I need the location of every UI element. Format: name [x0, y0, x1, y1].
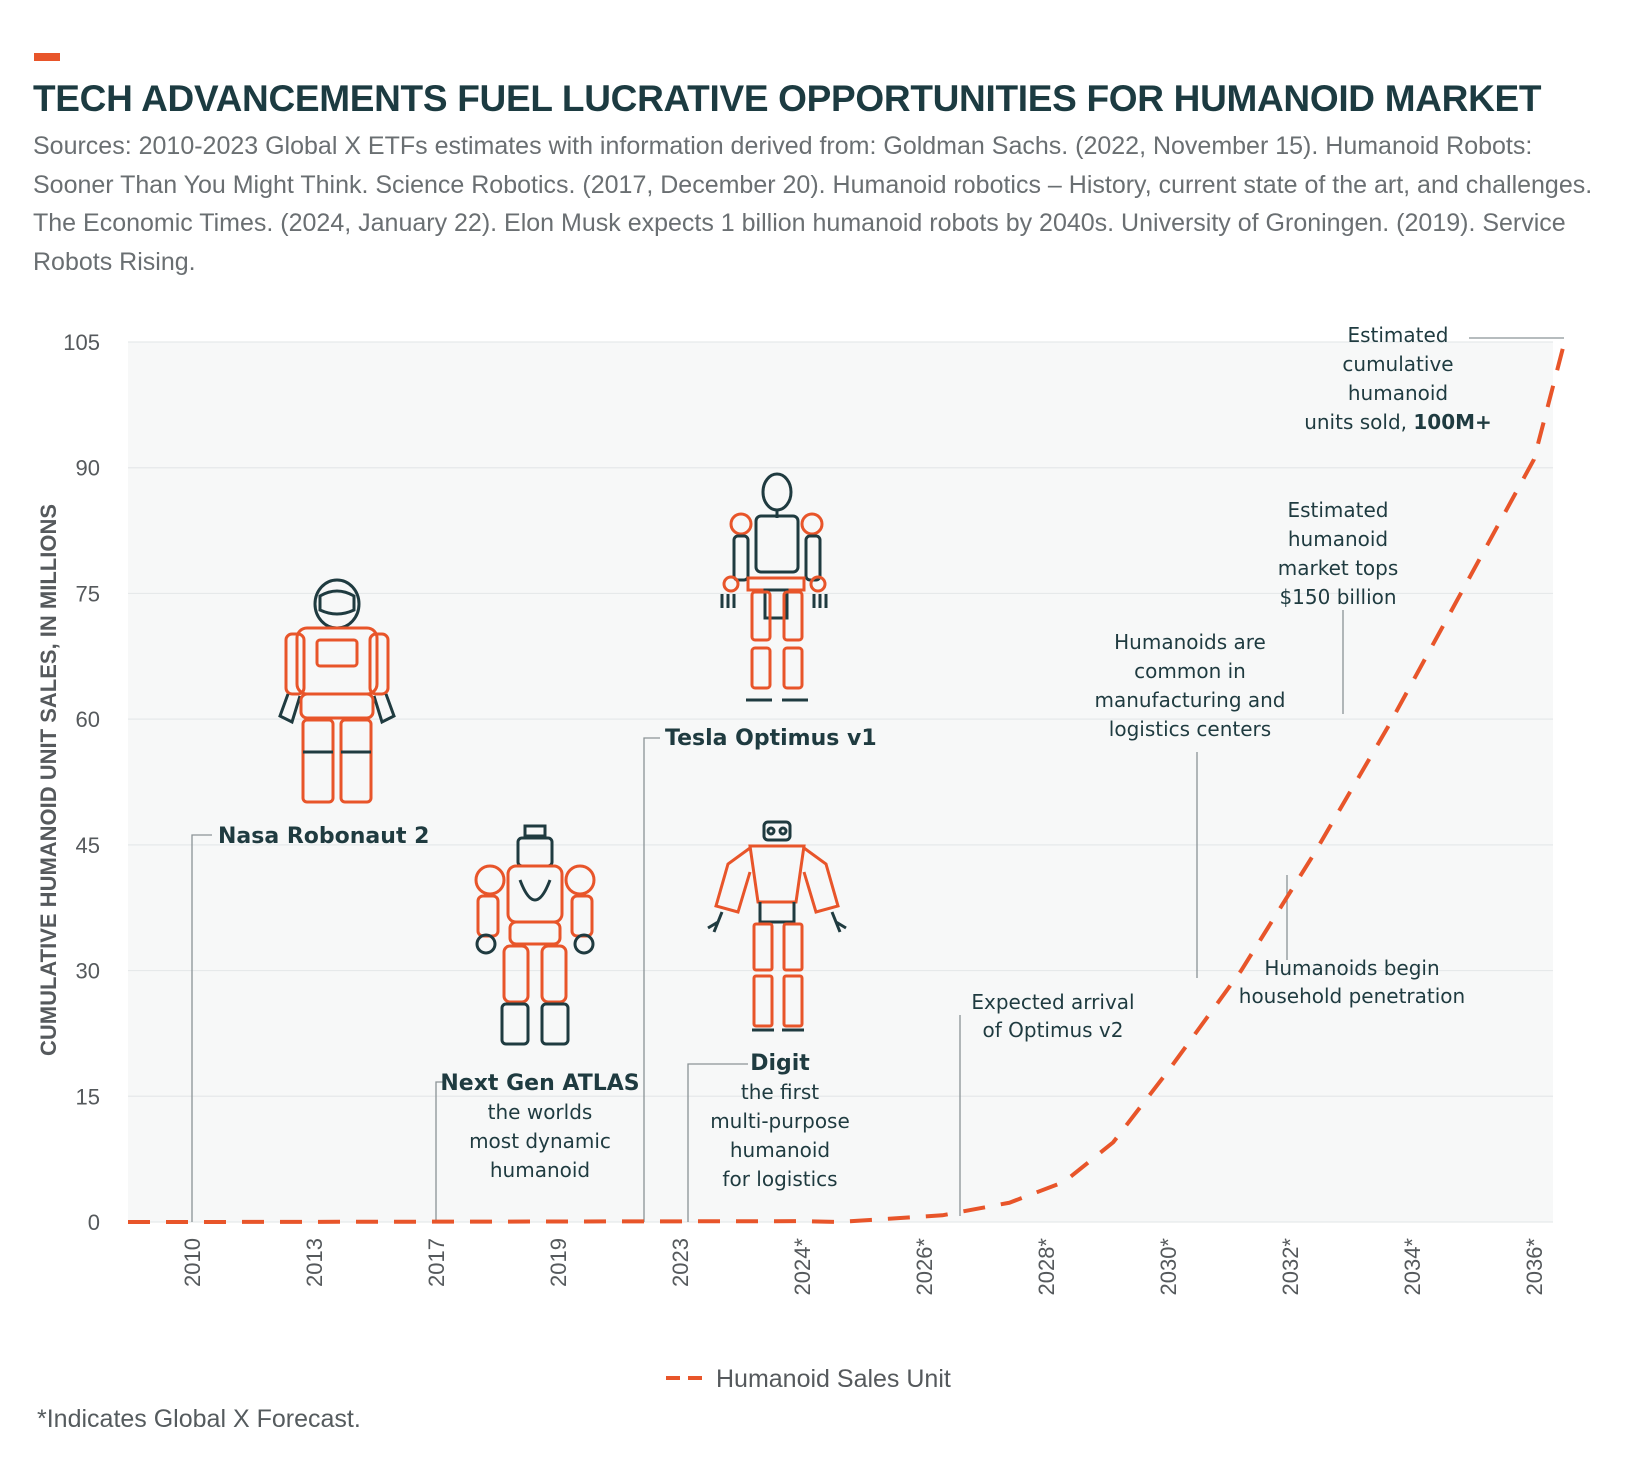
digit-icon — [707, 820, 847, 1032]
plot-area — [128, 342, 1553, 1222]
y-tick-label: 75 — [76, 581, 100, 606]
x-tick-label: 2032* — [1278, 1238, 1303, 1296]
annotation-text: Nasa Robonaut 2 — [218, 824, 429, 849]
legend: Humanoid Sales Unit — [666, 1365, 951, 1393]
annotation-bold-value: 100M+ — [1413, 410, 1491, 434]
annotation-leader — [435, 1081, 444, 1222]
atlas-icon — [474, 824, 596, 1046]
annotation-text: Digit — [750, 1051, 810, 1076]
x-tick-label: 2017 — [424, 1238, 449, 1287]
sources-text: Sources: 2010-2023 Global X ETFs estimat… — [33, 132, 1593, 276]
annotation-text: for logistics — [722, 1167, 837, 1191]
annotation-text: cumulative — [1342, 352, 1453, 376]
x-axis-ticks: 2010 2013 2017 2019 2023 2024* 2026* 2028* 2030*… — [180, 1238, 1547, 1296]
annotation-text: of Optimus v2 — [983, 1018, 1124, 1042]
annotation-text: manufacturing and — [1094, 688, 1285, 712]
annotation-text: most dynamic — [469, 1129, 611, 1153]
annotation-leader — [687, 1063, 748, 1222]
forecast-footnote: *Indicates Global X Forecast. — [37, 1405, 361, 1433]
x-tick-label: 2028* — [1034, 1238, 1059, 1296]
y-tick-label: 15 — [76, 1084, 100, 1109]
title-accent-bar — [34, 53, 60, 61]
gridlines — [128, 341, 1553, 1223]
annotation-leaders — [191, 337, 1564, 1222]
x-tick-label: 2024* — [790, 1238, 815, 1296]
x-tick-label: 2019 — [546, 1238, 571, 1287]
annotation-text: Expected arrival — [971, 990, 1134, 1014]
series-line — [128, 341, 1567, 1224]
annotations: Nasa Robonaut 2 Next Gen ATLAS the worlds m… — [218, 323, 1492, 1191]
annotation-text: Next Gen ATLAS — [440, 1071, 639, 1096]
annotation-text: Estimated — [1287, 498, 1388, 522]
optimus-icon — [720, 472, 828, 702]
annotation-text: humanoid — [1348, 381, 1448, 405]
annotation-text: $150 billion — [1279, 585, 1396, 609]
annotation-text: Humanoids are — [1114, 630, 1266, 654]
x-tick-label: 2034* — [1400, 1238, 1425, 1296]
annotation-text: Estimated — [1347, 323, 1448, 347]
annotation-leader — [643, 737, 660, 1222]
annotation-text: the first — [741, 1080, 819, 1104]
series-layer — [128, 341, 1567, 1224]
annotation-text: Humanoids begin — [1264, 956, 1439, 980]
y-axis-title: CUMULATIVE HUMANOID UNIT SALES, IN MILLI… — [36, 504, 61, 1056]
x-tick-label: 2013 — [302, 1238, 327, 1287]
annotation-text: humanoid — [1288, 527, 1388, 551]
annotation-text: humanoid — [730, 1138, 830, 1162]
legend-label: Humanoid Sales Unit — [716, 1365, 951, 1393]
annotation-text: the worlds — [488, 1100, 593, 1124]
annotation-text: household penetration — [1239, 984, 1465, 1008]
y-tick-label: 45 — [76, 833, 100, 858]
annotation-text: logistics centers — [1109, 717, 1271, 741]
chart-title: TECH ADVANCEMENTS FUEL LUCRATIVE OPPORTU… — [33, 78, 1542, 119]
y-axis-ticks: 0 15 30 45 60 75 90 105 — [63, 330, 100, 1235]
annotation-leader — [191, 834, 212, 1222]
y-tick-label: 60 — [76, 707, 100, 732]
x-tick-label: 2036* — [1522, 1238, 1547, 1296]
y-tick-label: 105 — [63, 330, 100, 355]
y-tick-label: 90 — [76, 456, 100, 481]
y-tick-label: 0 — [88, 1210, 100, 1235]
annotation-text: market tops — [1278, 556, 1399, 580]
robonaut-icon — [278, 578, 396, 804]
x-tick-label: 2030* — [1156, 1238, 1181, 1296]
annotation-text: units sold, 100M+ — [1304, 410, 1492, 434]
annotation-text: multi-purpose — [710, 1109, 850, 1133]
annotation-text: humanoid — [490, 1158, 590, 1182]
y-tick-label: 30 — [76, 959, 100, 984]
annotation-text: Tesla Optimus v1 — [665, 726, 877, 751]
annotation-text: common in — [1134, 659, 1246, 683]
x-tick-label: 2023 — [668, 1238, 693, 1287]
x-tick-label: 2010 — [180, 1238, 205, 1287]
x-tick-label: 2026* — [912, 1238, 937, 1296]
